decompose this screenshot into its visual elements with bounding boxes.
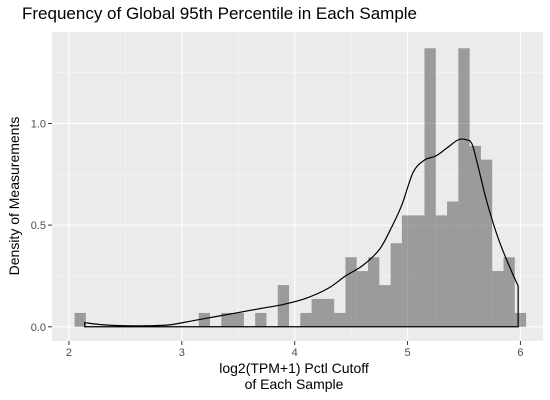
histogram-bar bbox=[322, 298, 335, 327]
x-axis-label-line-2: of Each Sample bbox=[244, 376, 344, 392]
y-tick-label: 0.5 bbox=[31, 220, 46, 232]
histogram-bar bbox=[368, 257, 380, 327]
histogram-bar bbox=[277, 285, 290, 327]
histogram-bar bbox=[356, 271, 369, 327]
histogram-bar bbox=[469, 145, 481, 327]
x-axis-label-line-1: log2(TPM+1) Pctl Cutoff bbox=[219, 360, 369, 376]
chart-title: Frequency of Global 95th Percentile in E… bbox=[22, 4, 418, 23]
histogram-bar bbox=[255, 312, 267, 327]
histogram-bar bbox=[458, 48, 470, 327]
histogram-bar bbox=[379, 285, 391, 327]
y-tick-label: 0.0 bbox=[31, 322, 46, 334]
histogram-bar bbox=[334, 312, 346, 327]
histogram-bar bbox=[401, 215, 414, 327]
histogram-bar bbox=[311, 298, 323, 327]
histogram-bar bbox=[424, 48, 436, 327]
histogram-bar bbox=[198, 312, 211, 327]
y-tick-label: 1.0 bbox=[31, 118, 46, 130]
histogram-bar bbox=[232, 312, 244, 327]
histogram-bars bbox=[74, 48, 527, 327]
x-tick-label: 4 bbox=[292, 347, 298, 359]
histogram-bar bbox=[435, 215, 448, 327]
histogram-bar bbox=[503, 257, 515, 327]
histogram-bar bbox=[300, 312, 312, 327]
density-curve bbox=[84, 138, 519, 328]
x-axis-label: log2(TPM+1) Pctl Cutoff of Each Sample bbox=[219, 360, 369, 392]
axis-ticks: 2 3 4 5 6 0.0 0.5 1.0 bbox=[31, 118, 524, 359]
histogram-bar bbox=[413, 215, 425, 327]
histogram-bar bbox=[221, 312, 233, 327]
x-tick-label: 5 bbox=[404, 347, 410, 359]
histogram-bar bbox=[390, 243, 402, 327]
x-tick-label: 6 bbox=[517, 347, 523, 359]
histogram-bar bbox=[345, 257, 357, 327]
histogram-bar bbox=[514, 312, 527, 327]
histogram-bar bbox=[492, 271, 504, 327]
x-tick-label: 2 bbox=[66, 347, 72, 359]
x-tick-label: 3 bbox=[179, 347, 185, 359]
histogram-bar bbox=[480, 159, 493, 327]
histogram-bar bbox=[447, 201, 459, 327]
histogram-bar bbox=[74, 312, 86, 327]
